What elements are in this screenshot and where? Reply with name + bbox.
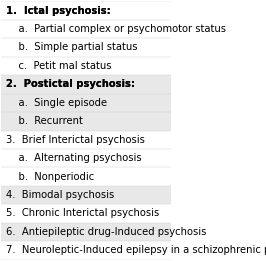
Text: 6.  Antiepileptic drug-Induced psychosis: 6. Antiepileptic drug-Induced psychosis (6, 227, 207, 237)
FancyBboxPatch shape (1, 130, 171, 149)
FancyBboxPatch shape (1, 112, 171, 130)
FancyBboxPatch shape (1, 75, 171, 94)
Text: a.  Partial complex or psychomotor status: a. Partial complex or psychomotor status (6, 24, 226, 34)
Text: 5.  Chronic Interictal psychosis: 5. Chronic Interictal psychosis (6, 209, 160, 218)
Text: b.  Nonperiodic: b. Nonperiodic (6, 172, 95, 182)
FancyBboxPatch shape (1, 241, 171, 260)
FancyBboxPatch shape (1, 38, 171, 57)
Text: 2.  Postictal psychosis:: 2. Postictal psychosis: (6, 79, 135, 89)
FancyBboxPatch shape (1, 149, 171, 167)
FancyBboxPatch shape (1, 20, 171, 38)
Text: b.  Recurrent: b. Recurrent (6, 116, 83, 126)
FancyBboxPatch shape (1, 1, 171, 20)
FancyBboxPatch shape (1, 186, 171, 204)
Text: c.  Petit mal status: c. Petit mal status (6, 61, 112, 71)
Text: 1.  Ictal psychosis:: 1. Ictal psychosis: (6, 5, 111, 16)
Text: 4.  Bimodal psychosis: 4. Bimodal psychosis (6, 190, 115, 200)
Text: 2.  Postictal psychosis:: 2. Postictal psychosis: (6, 79, 135, 89)
Text: 1.  Ictal psychosis:: 1. Ictal psychosis: (6, 5, 111, 16)
Text: a.  Alternating psychosis: a. Alternating psychosis (6, 153, 142, 163)
FancyBboxPatch shape (1, 94, 171, 112)
FancyBboxPatch shape (1, 204, 171, 223)
FancyBboxPatch shape (1, 57, 171, 75)
FancyBboxPatch shape (1, 167, 171, 186)
Text: b.  Simple partial status: b. Simple partial status (6, 43, 138, 52)
Text: 7.  Neuroleptic-Induced epilepsy in a schizophrenic patient: 7. Neuroleptic-Induced epilepsy in a sch… (6, 245, 266, 256)
Text: 3.  Brief Interictal psychosis: 3. Brief Interictal psychosis (6, 135, 145, 145)
Text: a.  Single episode: a. Single episode (6, 98, 108, 108)
FancyBboxPatch shape (1, 223, 171, 241)
